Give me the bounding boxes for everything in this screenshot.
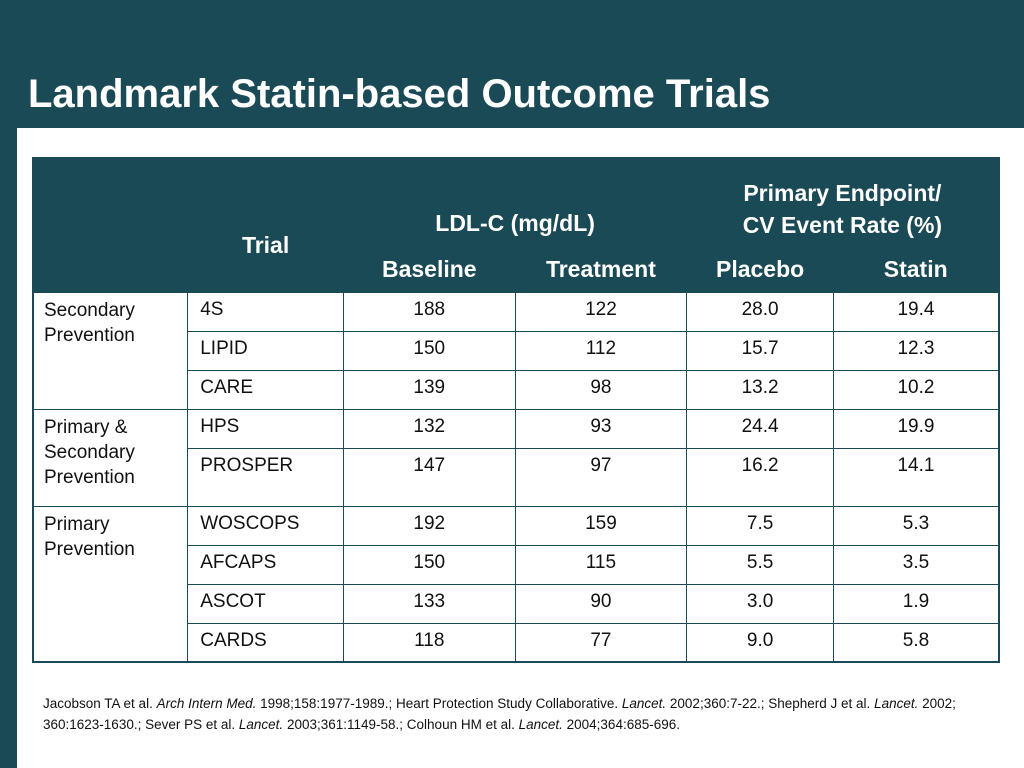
treatment-cell: 93 [514,408,688,449]
reference-text: 2002;360:7-22.; Shepherd J et al. [666,696,875,711]
treatment-header: Treatment [515,248,687,292]
statin-cell: 5.8 [832,622,1000,663]
table-row: PROSPER 147 97 16.2 14.1 [33,447,1000,507]
baseline-cell: 118 [342,622,516,663]
statin-cell: 5.3 [832,505,1000,546]
statin-cell: 3.5 [832,544,1000,585]
treatment-cell: 98 [514,369,688,410]
placebo-cell: 28.0 [686,291,834,332]
treatment-cell: 115 [514,544,688,585]
group-label-line: Secondary [44,299,135,321]
table-row: CARE 139 98 13.2 10.2 [33,369,1000,410]
table-row: AFCAPS 150 115 5.5 3.5 [33,544,1000,585]
group-header [33,158,188,292]
placebo-cell: 16.2 [686,447,834,507]
baseline-cell: 188 [342,291,516,332]
group-label-line: Prevention [44,466,135,488]
table-row: Primary Prevention WOSCOPS 192 159 7.5 5… [32,505,1000,663]
treatment-cell: 112 [514,330,688,371]
treatment-cell: 90 [514,583,688,624]
group-label-line: Primary & [44,416,128,438]
baseline-cell: 150 [342,544,516,585]
statin-cell: 14.1 [832,447,1000,507]
reference-text: Jacobson TA et al. [43,696,157,711]
trial-cell: ASCOT [187,583,344,624]
endpoint-header: Primary Endpoint/ CV Event Rate (%) [686,158,999,248]
group-label-line: Prevention [44,538,135,560]
statin-cell: 1.9 [832,583,1000,624]
baseline-cell: 150 [342,330,516,371]
trial-cell: WOSCOPS [187,505,344,546]
trial-cell: 4S [187,291,344,332]
statin-header: Statin [833,248,999,292]
trials-table: Trial LDL-C (mg/dL) Primary Endpoint/ CV… [32,157,1000,663]
table-row: CARDS 118 77 9.0 5.8 [33,622,1000,663]
placebo-header: Placebo [686,248,834,292]
treatment-cell: 122 [514,291,688,332]
group-label-line: Primary [44,513,110,535]
statin-cell: 12.3 [832,330,1000,371]
table-row: ASCOT 133 90 3.0 1.9 [33,583,1000,624]
placebo-cell: 9.0 [686,622,834,663]
placebo-cell: 3.0 [686,583,834,624]
reference-text: 1998;158:1977-1989.; Heart Protection St… [256,696,622,711]
reference-text: 2002; 360:1623-1630.; Sever PS et al. [43,696,956,732]
journal-name: Lancet. [238,717,284,732]
trial-cell: PROSPER [187,447,344,507]
placebo-cell: 24.4 [686,408,834,449]
treatment-cell: 97 [514,447,688,507]
table-row: LIPID 150 112 15.7 12.3 [33,330,1000,371]
placebo-cell: 5.5 [686,544,834,585]
references: Jacobson TA et al. Arch Intern Med. 1998… [43,693,993,735]
reference-text: 2004;364:685-696. [562,717,680,732]
reference-text: 2003;361:1149-58.; Colhoun HM et al. [283,717,519,732]
trial-header: Trial [187,158,344,292]
group-label-line: Secondary [44,441,135,463]
table-row: Primary & Secondary Prevention HPS 132 9… [32,408,1000,507]
placebo-cell: 7.5 [686,505,834,546]
ldl-header: LDL-C (mg/dL) [343,158,687,248]
group-label: Primary & Secondary Prevention [32,408,189,507]
baseline-cell: 132 [342,408,516,449]
journal-name: Lancet. [518,717,563,732]
trial-cell: LIPID [187,330,344,371]
baseline-cell: 133 [342,583,516,624]
journal-name: Lancet. [874,696,919,711]
placebo-cell: 13.2 [686,369,834,410]
baseline-cell: 192 [342,505,516,546]
treatment-cell: 159 [514,505,688,546]
endpoint-header-line2: CV Event Rate (%) [742,211,943,238]
journal-name: Arch Intern Med. [156,696,257,711]
group-label: Primary Prevention [32,505,189,663]
baseline-cell: 147 [342,447,516,507]
table-row: Secondary Prevention 4S 188 122 28.0 19.… [32,291,1000,410]
statin-cell: 19.9 [832,408,1000,449]
endpoint-header-line1: Primary Endpoint/ [743,179,942,206]
group-label-line: Prevention [44,324,135,346]
group-label: Secondary Prevention [32,291,189,410]
trial-cell: CARE [187,369,344,410]
trial-cell: HPS [187,408,344,449]
statin-cell: 19.4 [832,291,1000,332]
trial-cell: AFCAPS [187,544,344,585]
baseline-cell: 139 [342,369,516,410]
trial-cell: CARDS [187,622,344,663]
treatment-cell: 77 [514,622,688,663]
statin-cell: 10.2 [832,369,1000,410]
journal-name: Lancet. [621,696,667,711]
placebo-cell: 15.7 [686,330,834,371]
slide-title: Landmark Statin-based Outcome Trials [28,72,771,116]
baseline-header: Baseline [343,248,516,292]
